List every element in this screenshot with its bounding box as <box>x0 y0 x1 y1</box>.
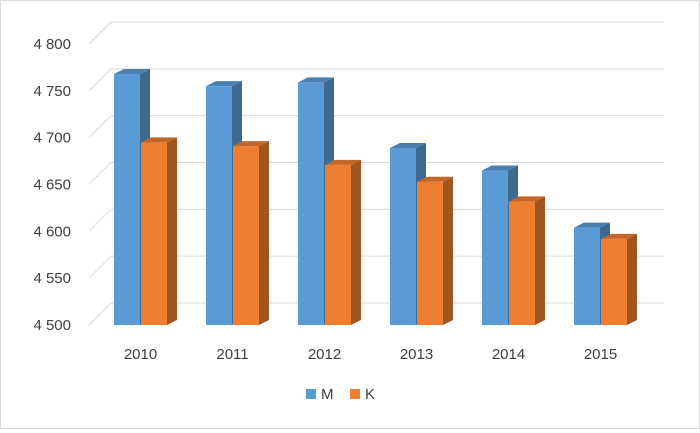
bar-top-face <box>206 81 242 87</box>
bar-K-2010 <box>141 137 177 325</box>
gridline-perspective <box>88 302 112 326</box>
bar-front-face <box>390 147 416 325</box>
bar-top-face <box>417 176 453 182</box>
x-tick-label: 2010 <box>124 346 157 363</box>
bar-front-face <box>601 238 627 325</box>
y-tick-label: 4 550 <box>33 270 71 287</box>
bar-front-face <box>325 164 351 325</box>
x-tick-label: 2014 <box>492 346 525 363</box>
x-tick-label: 2015 <box>584 346 617 363</box>
y-axis-tick-labels: 4 500 4 550 4 600 4 650 4 700 4 750 4 800 <box>33 36 71 334</box>
bar-front-face <box>141 142 167 325</box>
bar-top-face <box>601 233 637 239</box>
bar-front-face <box>233 146 259 325</box>
bar-top-face <box>114 68 150 74</box>
bars <box>114 68 637 326</box>
y-tick-label: 4 500 <box>33 317 71 334</box>
bar-front-face <box>417 181 443 325</box>
legend-swatch <box>350 389 360 399</box>
bar-side-face <box>443 176 453 325</box>
y-tick-label: 4 600 <box>33 223 71 240</box>
bar-K-2011 <box>233 141 269 325</box>
bar-top-face <box>509 196 545 202</box>
gridline-perspective <box>88 21 112 45</box>
gridline-perspective <box>88 162 112 185</box>
bar-front-face <box>574 227 600 325</box>
legend-label: M <box>321 386 334 403</box>
y-tick-label: 4 700 <box>33 130 71 147</box>
legend-swatch <box>306 389 316 399</box>
bar-front-face <box>482 170 508 325</box>
x-tick-label: 2013 <box>400 346 433 363</box>
y-tick-label: 4 750 <box>33 83 71 100</box>
bar-K-2012 <box>325 159 361 325</box>
legend-label: K <box>365 386 375 403</box>
x-tick-label: 2011 <box>216 346 248 363</box>
bar-top-face <box>141 137 177 143</box>
bar-front-face <box>298 82 324 325</box>
y-tick-label: 4 650 <box>33 177 71 194</box>
bar-top-face <box>574 222 610 228</box>
x-axis-tick-labels: 2010 2011 2012 2013 2014 2015 <box>124 346 617 363</box>
bar-side-face <box>351 159 361 325</box>
gridline-perspective <box>88 68 112 92</box>
bar-K-2015 <box>601 233 637 325</box>
bar-front-face <box>114 73 140 326</box>
gridline-perspective <box>88 255 112 279</box>
bar-side-face <box>167 137 177 325</box>
x-tick-label: 2012 <box>308 346 341 363</box>
bar-top-face <box>233 141 269 147</box>
bar-top-face <box>390 142 426 148</box>
bar-side-face <box>259 141 269 325</box>
gridlines <box>88 21 664 326</box>
gridline-perspective <box>88 208 112 232</box>
y-tick-label: 4 800 <box>33 36 71 53</box>
bar-top-face <box>325 159 361 165</box>
gridline-perspective <box>88 115 112 139</box>
bar-side-face <box>627 233 637 325</box>
legend-item-M: M <box>306 386 334 403</box>
bar-top-face <box>298 77 334 83</box>
bar-K-2013 <box>417 176 453 325</box>
bar-front-face <box>206 86 232 326</box>
bar-side-face <box>535 196 545 325</box>
bar-K-2014 <box>509 196 545 325</box>
bar-top-face <box>482 165 518 171</box>
legend-item-K: K <box>350 386 375 403</box>
bar-front-face <box>509 201 535 325</box>
